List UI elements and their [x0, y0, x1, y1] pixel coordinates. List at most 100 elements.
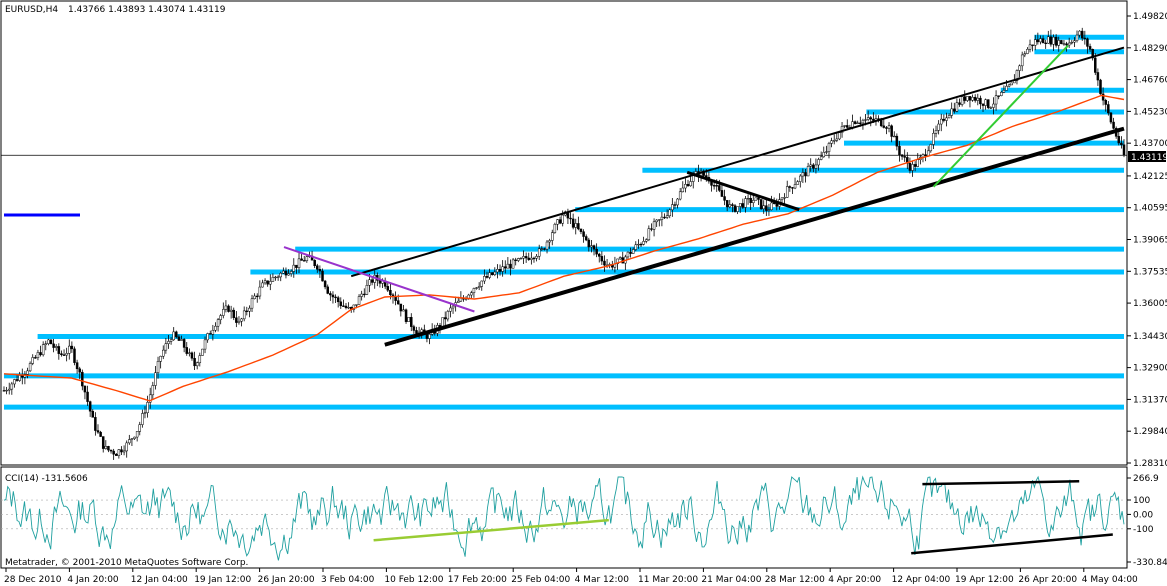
- candle-body: [1044, 42, 1047, 45]
- candle-body: [530, 257, 533, 260]
- candle-body: [976, 97, 980, 101]
- candle-body: [817, 159, 820, 166]
- candle-body: [266, 280, 269, 285]
- price-panel: [0, 0, 1128, 466]
- candle-body: [253, 295, 256, 300]
- candle-body: [532, 257, 536, 260]
- candle-body: [279, 273, 282, 278]
- trendline: [686, 170, 800, 212]
- candle-body: [981, 103, 985, 106]
- candle-body: [459, 298, 463, 302]
- candle-body: [34, 357, 37, 359]
- candle-body: [506, 263, 510, 269]
- candle-body: [162, 349, 165, 357]
- candle-body: [1010, 82, 1013, 86]
- price-tick-label: 1.39065: [1133, 236, 1167, 246]
- candle-body: [947, 115, 951, 119]
- time-tick-label: 19 Jan 12:00: [194, 575, 251, 585]
- candle-body: [1112, 121, 1115, 129]
- candle-body: [942, 118, 946, 121]
- time-tick-label: 25 Feb 04:00: [511, 575, 570, 585]
- candle-body: [86, 391, 89, 402]
- candle-body: [1000, 92, 1003, 96]
- candle-body: [488, 272, 491, 278]
- candle-body: [75, 362, 79, 370]
- candle-body: [843, 125, 846, 127]
- candle-body: [274, 276, 277, 279]
- trendline: [283, 246, 475, 313]
- candle-body: [1052, 36, 1055, 45]
- candle-body: [540, 248, 544, 250]
- candle-body: [10, 383, 14, 390]
- candle-body: [801, 172, 805, 177]
- candle-body: [1091, 48, 1094, 59]
- candle-body: [370, 279, 374, 283]
- candle-body: [744, 198, 747, 208]
- price-tick-label: 1.43700: [1133, 139, 1167, 149]
- time-tick-label: 28 Dec 2010: [4, 575, 62, 585]
- candle-body: [47, 339, 50, 344]
- candle-body: [449, 307, 452, 312]
- candle-body: [323, 280, 327, 288]
- candle-body: [665, 215, 669, 218]
- candle-body: [966, 96, 969, 101]
- candle-body: [548, 240, 551, 243]
- candle-body: [407, 317, 410, 322]
- candle-body: [336, 297, 340, 303]
- candle-body: [41, 344, 45, 356]
- candle-body: [574, 223, 577, 228]
- candle-body: [1041, 38, 1045, 44]
- candle-body: [496, 269, 499, 273]
- candle-body: [316, 265, 319, 270]
- candle-body: [83, 385, 87, 393]
- candle-body: [31, 357, 34, 364]
- candle-body: [104, 446, 108, 449]
- candle-body: [1047, 36, 1050, 44]
- candle-body: [926, 150, 930, 157]
- candle-body: [663, 216, 666, 219]
- price-tick-label: 1.31370: [1133, 395, 1167, 405]
- candle-body: [1031, 44, 1034, 46]
- candle-body: [1054, 36, 1058, 46]
- candle-body: [276, 276, 280, 278]
- candle-body: [634, 244, 638, 250]
- candle-body: [117, 449, 121, 456]
- candle-body: [182, 339, 186, 348]
- candle-body: [994, 95, 998, 105]
- candle-body: [738, 203, 742, 207]
- candle-body: [107, 446, 110, 451]
- candle-body: [558, 219, 562, 224]
- candle-body: [352, 304, 356, 310]
- candle-body: [52, 343, 55, 348]
- candle-body: [485, 276, 489, 278]
- candle-body: [135, 431, 139, 438]
- candle-body: [261, 282, 264, 288]
- candle-body: [718, 185, 721, 191]
- candle-body: [504, 266, 507, 269]
- candle-body: [556, 219, 559, 225]
- candle-body: [1107, 104, 1110, 114]
- candle-body: [282, 270, 285, 274]
- candle-body: [1075, 34, 1079, 41]
- candle-body: [331, 294, 335, 298]
- candle-body: [806, 165, 810, 177]
- time-tick-label: 3 Feb 04:00: [321, 575, 375, 585]
- candle-body: [248, 307, 251, 312]
- candle-body: [242, 310, 246, 320]
- time-tick-label: 26 Jan 20:00: [258, 575, 315, 585]
- cci-tick-label: 266.9: [1133, 474, 1159, 484]
- price-axis: 1.49820 1.48290 1.46760 1.45230 1.43700 1.421…: [1127, 12, 1167, 469]
- candle-body: [689, 181, 692, 187]
- candle-body: [629, 251, 632, 254]
- candle-body: [237, 320, 241, 323]
- candle-body: [853, 121, 857, 124]
- candle-body: [355, 304, 358, 306]
- candle-body: [569, 217, 572, 220]
- candle-body: [715, 185, 718, 187]
- candle-body: [302, 260, 306, 262]
- candle-body: [749, 197, 752, 203]
- candle-body: [404, 309, 408, 322]
- candle-body: [477, 286, 481, 288]
- candle-body: [861, 119, 865, 124]
